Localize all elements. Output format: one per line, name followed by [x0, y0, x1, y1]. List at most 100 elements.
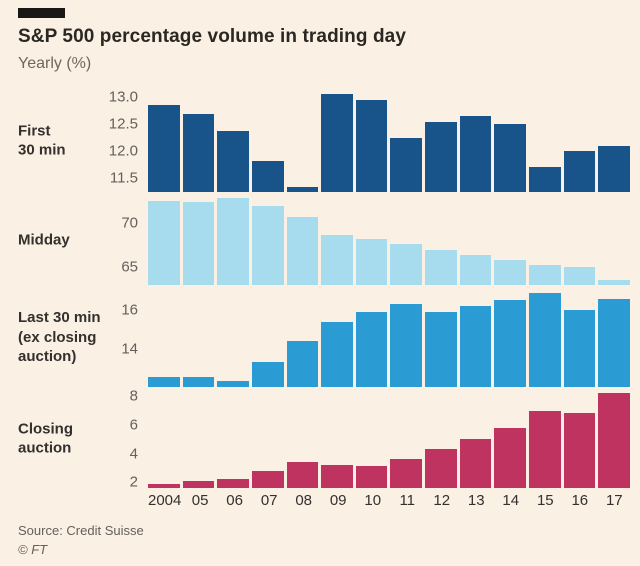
bar-first-30-min-16	[563, 151, 596, 192]
panel-label-area-first-30-min: First 30 min 11.5 12.0 12.5 13.0	[0, 89, 148, 192]
y-tick-label: 13.0	[108, 88, 138, 106]
bar-midday-17	[598, 279, 630, 285]
panel-first-30-min: First 30 min 11.5 12.0 12.5 13.0	[0, 89, 640, 192]
bar-last-30-min-ex-closing-auction-17	[598, 298, 630, 387]
y-tick-label: 6	[129, 416, 138, 434]
panel-plot-midday	[148, 194, 640, 285]
x-axis-spacer	[0, 492, 148, 509]
bar-first-30-min-08	[286, 186, 319, 192]
x-tick-label: 12	[433, 492, 451, 509]
panel-closing-auction: Closing auction 2 4 6 8	[0, 387, 640, 490]
bar-last-30-min-ex-closing-auction-11	[390, 304, 423, 387]
bar-closing-auction-13	[459, 439, 492, 488]
y-tick-label: 12.5	[108, 115, 138, 133]
panel-last-30-min-ex-closing-auction: Last 30 min (ex closing auction) 14 16	[0, 287, 640, 387]
panel-label-area-closing-auction: Closing auction 2 4 6 8	[0, 387, 148, 490]
x-tick-label: 13	[467, 492, 485, 509]
panel-plot-first-30-min	[148, 89, 640, 192]
bar-first-30-min-12	[425, 121, 457, 192]
bar-closing-auction-2004	[148, 483, 180, 488]
bar-closing-auction-08	[286, 462, 319, 488]
bar-first-30-min-05	[182, 114, 215, 192]
x-tick-label: 17	[605, 492, 623, 509]
bar-midday-14	[494, 260, 527, 285]
bar-last-30-min-ex-closing-auction-14	[494, 300, 527, 387]
bar-last-30-min-ex-closing-auction-2004	[148, 377, 180, 387]
bar-midday-05	[182, 201, 215, 285]
y-tick-label: 4	[129, 445, 138, 463]
y-tick-label: 8	[129, 387, 138, 405]
bar-last-30-min-ex-closing-auction-15	[529, 292, 561, 387]
chart-panels: First 30 min 11.5 12.0 12.5 13.0 Midday 65 70 Las…	[0, 89, 640, 490]
bar-midday-10	[355, 239, 388, 285]
panel-midday: Midday 65 70	[0, 194, 640, 285]
bar-first-30-min-10	[355, 99, 388, 192]
bar-closing-auction-11	[390, 459, 423, 488]
bar-last-30-min-ex-closing-auction-08	[286, 340, 319, 387]
panel-label-closing-auction: Closing auction	[18, 420, 73, 457]
bar-first-30-min-2004	[148, 105, 180, 192]
panel-plot-closing-auction	[148, 389, 640, 488]
bar-midday-2004	[148, 201, 180, 285]
bar-midday-07	[251, 206, 284, 285]
bar-last-30-min-ex-closing-auction-06	[217, 381, 249, 387]
bar-midday-06	[217, 198, 249, 285]
panel-label-midday: Midday	[18, 230, 70, 248]
bar-closing-auction-09	[321, 465, 353, 488]
bar-last-30-min-ex-closing-auction-13	[459, 306, 492, 387]
bar-closing-auction-05	[182, 480, 215, 488]
y-tick-label: 16	[121, 301, 138, 319]
bar-midday-08	[286, 216, 319, 285]
bar-midday-09	[321, 234, 353, 285]
y-tick-label: 70	[121, 214, 138, 232]
bar-last-30-min-ex-closing-auction-07	[251, 362, 284, 387]
panel-label-first-30-min: First 30 min	[18, 122, 66, 159]
bar-first-30-min-15	[529, 166, 561, 192]
chart-subtitle: Yearly (%)	[18, 55, 92, 72]
bar-midday-16	[563, 267, 596, 285]
panel-label-area-midday: Midday 65 70	[0, 194, 148, 285]
chart-title: S&P 500 percentage volume in trading day	[18, 26, 406, 47]
bar-closing-auction-10	[355, 466, 388, 488]
panel-label-area-last-30-min-ex-closing-auction: Last 30 min (ex closing auction) 14 16	[0, 287, 148, 387]
bar-midday-13	[459, 254, 492, 285]
bar-first-30-min-13	[459, 116, 492, 192]
bar-first-30-min-07	[251, 161, 284, 192]
x-tick-label: 10	[364, 492, 382, 509]
bar-closing-auction-16	[563, 413, 596, 488]
bar-last-30-min-ex-closing-auction-09	[321, 321, 353, 387]
bar-midday-11	[390, 244, 423, 285]
bar-closing-auction-17	[598, 393, 630, 488]
y-tick-label: 65	[121, 258, 138, 276]
x-tick-label: 2004	[148, 492, 182, 509]
x-tick-label: 14	[502, 492, 520, 509]
x-tick-label: 15	[536, 492, 554, 509]
panel-label-last-30-min-ex-closing-auction: Last 30 min (ex closing auction)	[18, 308, 101, 365]
x-tick-label: 07	[260, 492, 278, 509]
bar-closing-auction-14	[494, 427, 527, 488]
bar-closing-auction-12	[425, 449, 457, 488]
x-tick-label: 09	[329, 492, 347, 509]
source-note: Source: Credit Suisse	[18, 523, 144, 538]
bar-midday-15	[529, 264, 561, 285]
bar-first-30-min-17	[598, 145, 630, 192]
x-tick-label: 16	[571, 492, 589, 509]
bar-closing-auction-15	[529, 410, 561, 488]
y-tick-label: 14	[121, 340, 138, 358]
bar-closing-auction-07	[251, 470, 284, 488]
y-tick-label: 11.5	[109, 169, 138, 187]
x-tick-label: 08	[295, 492, 313, 509]
bar-first-30-min-09	[321, 94, 353, 192]
bar-midday-12	[425, 249, 457, 285]
y-tick-label: 12.0	[108, 142, 138, 160]
x-axis-labels: 2004 05 06 07 08 09 10 11 12 13 14 15 16 17	[148, 492, 640, 509]
bar-first-30-min-14	[494, 124, 527, 192]
ft-copyright: © FT	[18, 542, 48, 557]
bar-last-30-min-ex-closing-auction-10	[355, 312, 388, 387]
bar-first-30-min-06	[217, 131, 249, 192]
x-tick-label: 11	[399, 492, 416, 509]
bar-first-30-min-11	[390, 137, 423, 192]
bar-closing-auction-06	[217, 479, 249, 488]
x-tick-label: 06	[226, 492, 243, 509]
